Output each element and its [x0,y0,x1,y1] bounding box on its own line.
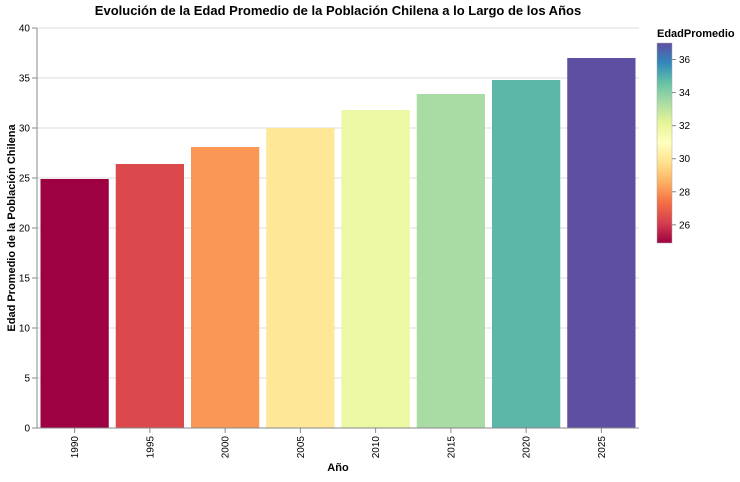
y-tick-label: 10 [19,324,31,335]
bar-2020 [492,80,561,428]
legend-tick-label: 34 [679,88,691,99]
y-tick-label: 25 [19,174,31,185]
x-axis-title: Año [327,462,349,474]
y-tick-label: 35 [19,74,31,85]
bar-2025 [567,58,636,428]
bar-1995 [115,164,184,428]
color-legend: EdadPromedio 26 28 30 32 34 36 [656,28,735,244]
legend-title: EdadPromedio [657,28,735,40]
bar-2005 [266,128,335,428]
legend-tick-label: 36 [679,55,691,66]
y-tick-label: 15 [19,274,31,285]
y-axis-title: Edad Promedio de la Población Chilena [6,124,18,332]
y-tick-label: 30 [19,124,31,135]
bar-2000 [191,147,260,428]
y-tick-label: 5 [24,374,30,385]
x-tick-label: 2010 [371,436,382,459]
legend-tick-label: 26 [679,220,691,231]
legend-tick-label: 32 [679,121,691,132]
legend-ticks: 26 28 30 32 34 36 [672,55,691,231]
legend-gradient-bar [656,42,673,244]
y-tick-label: 0 [24,424,30,435]
bar-2010 [341,110,410,428]
x-tick-label: 2000 [221,436,232,459]
chart-title: Evolución de la Edad Promedio de la Pobl… [95,3,581,18]
x-tick-label: 2025 [597,436,608,459]
y-tick-label: 20 [19,224,31,235]
legend-tick-label: 28 [679,187,691,198]
bar-2015 [416,94,485,428]
y-tick-label: 40 [19,24,31,35]
legend-tick-label: 30 [679,154,691,165]
x-tick-label: 2020 [522,436,533,459]
bar-1990 [40,179,109,428]
bars [40,58,636,428]
x-tick-label: 2005 [296,436,307,459]
x-tick-label: 1990 [70,436,81,459]
x-tick-label: 2015 [446,436,457,459]
x-tick-label: 1995 [145,436,156,459]
